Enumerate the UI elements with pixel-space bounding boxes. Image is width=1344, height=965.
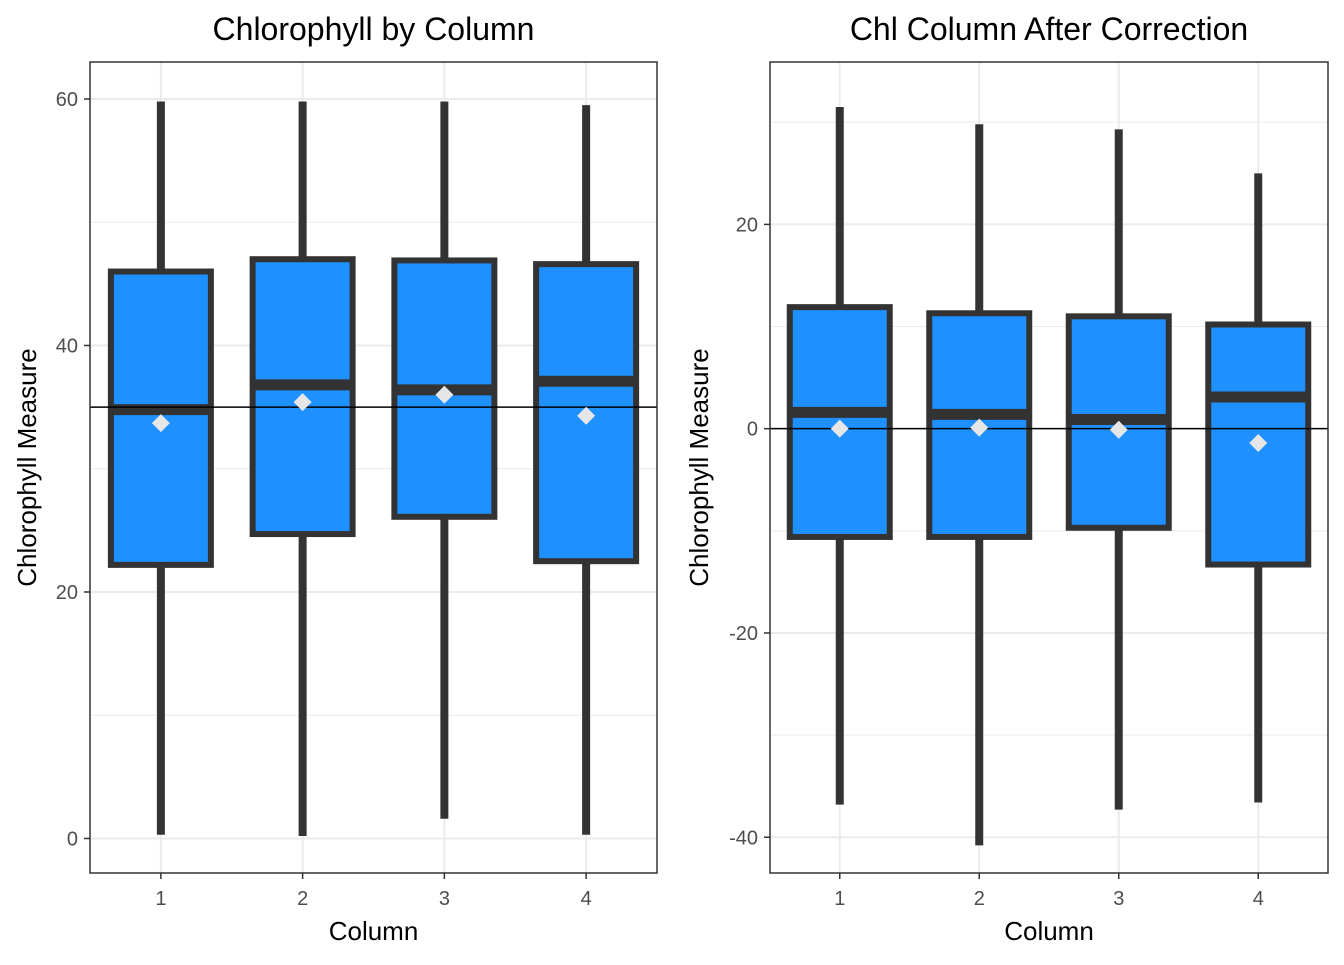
panel-chlorophyll-by-column: 0 20 40 60 1 2 3 4 Chlorophyll by Column Column Ch… — [12, 11, 658, 946]
x-axis-title: Column — [1004, 916, 1094, 946]
y-axis-title: Chlorophyll Measure — [12, 348, 42, 586]
y-tick-label: 40 — [56, 335, 78, 357]
x-tick-label: 2 — [297, 888, 308, 910]
x-tick-label: 3 — [1113, 888, 1124, 910]
mean-marker-2 — [970, 418, 989, 437]
y-tick-label: 0 — [747, 419, 758, 441]
x-tick-label: 4 — [581, 888, 592, 910]
mean-marker-3 — [1109, 420, 1128, 439]
mean-marker-1 — [830, 419, 849, 438]
chart-title: Chl Column After Correction — [850, 11, 1248, 47]
y-axis-title: Chlorophyll Measure — [684, 348, 714, 586]
y-tick-label: -20 — [729, 623, 758, 645]
mean-marker-1 — [151, 414, 170, 433]
mean-marker-4 — [1249, 433, 1268, 452]
mean-marker-3 — [435, 385, 454, 404]
y-tick-label: 0 — [67, 828, 78, 850]
x-tick-label: 1 — [834, 888, 845, 910]
box-2 — [926, 124, 1033, 846]
mean-marker-2 — [293, 393, 312, 412]
x-tick-label: 1 — [155, 888, 166, 910]
panel-border — [769, 61, 1329, 874]
x-tick-label: 3 — [439, 888, 450, 910]
x-axis-title: Column — [329, 916, 419, 946]
x-tick-label: 2 — [974, 888, 985, 910]
panel-chl-after-correction: -40 -20 0 20 1 2 3 4 Chl Column After Correction… — [684, 11, 1329, 946]
y-tick-label: 20 — [736, 214, 758, 236]
chart-title: Chlorophyll by Column — [213, 11, 535, 47]
y-tick-label: -40 — [729, 827, 758, 849]
box-4 — [1205, 173, 1312, 803]
y-tick-label: 20 — [56, 582, 78, 604]
x-tick-label: 4 — [1253, 888, 1264, 910]
y-tick-label: 60 — [56, 89, 78, 111]
panel-border — [89, 61, 658, 874]
mean-marker-4 — [577, 406, 596, 425]
